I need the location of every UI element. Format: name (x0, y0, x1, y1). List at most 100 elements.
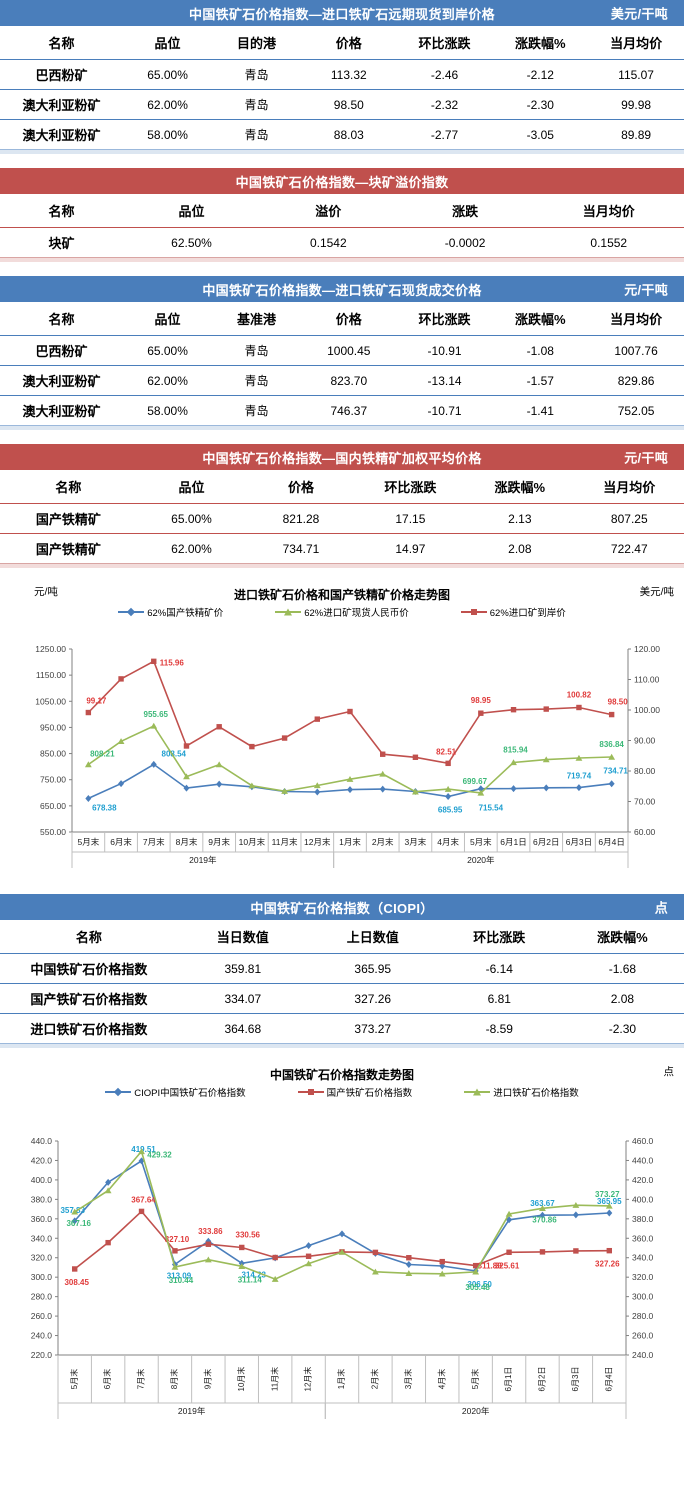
block-unit-label: 美元/干吨 (610, 6, 668, 22)
data-cell: 364.68 (177, 1013, 308, 1044)
data-point-label: 678.38 (92, 803, 117, 812)
data-point-marker (572, 1202, 580, 1208)
svg-text:300.0: 300.0 (31, 1272, 53, 1282)
svg-text:3月末: 3月末 (405, 837, 427, 847)
data-point-label: 308.45 (64, 1278, 89, 1287)
data-point-marker (204, 1256, 212, 1263)
svg-text:2019年: 2019年 (189, 855, 217, 865)
data-cell: 1007.76 (588, 335, 684, 366)
data-point-label: 808.54 (162, 749, 187, 758)
chart-plot-area: 550.00 650.00 750.00 850.00 950.00 1050.00 115… (35, 644, 660, 868)
legend-item[interactable]: 62%国产铁精矿价 (118, 605, 223, 619)
svg-text:100.00: 100.00 (634, 705, 660, 715)
data-point-label: 305.48 (465, 1283, 490, 1292)
legend-item[interactable]: 国产铁矿石价格指数 (297, 1085, 412, 1099)
data-cell: 823.70 (300, 365, 397, 396)
table-row: 中国铁矿石价格指数 359.81 365.95 -6.14 -1.68 (0, 953, 684, 984)
table-row: 进口铁矿石价格指数 364.68 373.27 -8.59 -2.30 (0, 1013, 684, 1044)
column-header: 环比涨跌 (396, 302, 493, 336)
data-point-label: 685.95 (438, 805, 463, 814)
column-header: 价格 (300, 26, 397, 60)
svg-text:650.00: 650.00 (40, 801, 66, 811)
svg-text:5月末: 5月末 (77, 837, 99, 847)
data-cell: 807.25 (574, 503, 684, 534)
data-point-label: 419.51 (131, 1145, 156, 1154)
data-point-marker (575, 754, 583, 761)
data-point-label: 370.86 (532, 1215, 557, 1224)
data-point-marker (205, 1237, 212, 1245)
data-point-marker (608, 711, 615, 718)
svg-text:340.0: 340.0 (31, 1233, 53, 1243)
data-point-marker (313, 782, 321, 789)
svg-text:2019年: 2019年 (178, 1406, 206, 1416)
svg-text:7月末: 7月末 (136, 1369, 146, 1389)
svg-text:380.0: 380.0 (632, 1214, 654, 1224)
data-cell: 青岛 (212, 395, 301, 426)
legend-swatch-triangle-icon (464, 1088, 491, 1096)
svg-text:6月3日: 6月3日 (566, 837, 592, 847)
block-unit-label: 点 (654, 900, 668, 916)
column-header: 环比涨跌 (437, 920, 561, 954)
table-row: 澳大利亚粉矿 62.00% 青岛 98.50 -2.32 -2.30 99.98 (0, 89, 684, 120)
data-point-marker (608, 753, 616, 760)
series-line (74, 1210, 610, 1270)
data-cell: 0.1552 (533, 227, 684, 258)
data-point-marker (372, 1268, 379, 1275)
svg-text:440.0: 440.0 (632, 1155, 654, 1165)
data-point-label: 836.84 (599, 740, 624, 749)
legend-swatch-square-icon (460, 609, 487, 615)
data-point-marker (510, 785, 517, 793)
svg-text:240.0: 240.0 (632, 1350, 654, 1360)
legend-item[interactable]: CIOPI中国铁矿石价格指数 (105, 1085, 246, 1099)
legend-item[interactable]: 62%进口矿现货人民币价 (275, 605, 409, 619)
table-header-row: 名称 品位 基准港 价格 环比涨跌 涨跌幅% 当月均价 (0, 302, 684, 336)
svg-text:2月末: 2月末 (370, 1369, 380, 1389)
svg-text:6月3日: 6月3日 (571, 1367, 580, 1392)
svg-text:10月末: 10月末 (236, 1367, 246, 1392)
svg-text:240.0: 240.0 (31, 1331, 53, 1341)
data-cell: 113.32 (300, 59, 397, 90)
row-name-cell: 国产铁精矿 (0, 503, 137, 534)
svg-text:6月1日: 6月1日 (500, 837, 526, 847)
data-cell: -2.12 (492, 59, 589, 90)
svg-text:420.0: 420.0 (31, 1155, 53, 1165)
table-row: 澳大利亚粉矿 58.00% 青岛 88.03 -2.77 -3.05 89.89 (0, 119, 684, 150)
data-cell: 青岛 (212, 59, 301, 90)
data-cell: 821.28 (246, 503, 356, 534)
table-header-row: 名称 品位 目的港 价格 环比涨跌 涨跌幅% 当月均价 (0, 26, 684, 60)
data-point-marker (183, 784, 190, 792)
table-row: 国产铁矿石价格指数 334.07 327.26 6.81 2.08 (0, 983, 684, 1014)
data-point-marker (543, 784, 550, 792)
data-point-marker (606, 1209, 613, 1217)
data-cell: 62.00% (123, 89, 213, 120)
data-point-marker (238, 1263, 246, 1270)
data-point-marker (445, 792, 452, 800)
svg-text:6月2日: 6月2日 (538, 1367, 547, 1392)
data-point-label: 313.09 (167, 1271, 192, 1280)
data-cell: 青岛 (212, 89, 301, 120)
data-cell: -6.14 (437, 953, 561, 984)
legend-item[interactable]: 62%进口矿到岸价 (460, 605, 566, 619)
data-point-marker (347, 708, 353, 715)
block-header-ciopi: 中国铁矿石价格指数（CIOPI） 点 (0, 894, 684, 920)
ciopi-table-container: 中国铁矿石价格指数（CIOPI）点名称 当日数值 上日数值 环比涨跌 涨跌幅% 中国铁矿石… (0, 894, 684, 1048)
table-header-row: 名称 品位 价格 环比涨跌 涨跌幅% 当月均价 (0, 470, 684, 504)
svg-text:2020年: 2020年 (467, 855, 495, 865)
svg-text:850.00: 850.00 (40, 749, 66, 759)
data-cell: 青岛 (212, 365, 301, 396)
data-cell: 89.89 (588, 119, 684, 150)
column-header: 品位 (123, 26, 213, 60)
data-point-marker (150, 760, 157, 768)
block-title: 中国铁矿石价格指数—进口铁矿石远期现货到岸价格 (189, 6, 495, 22)
data-point-marker (85, 794, 92, 802)
data-cell: 6.81 (437, 983, 561, 1014)
data-point-label: 363.67 (530, 1199, 555, 1208)
data-point-marker (539, 1211, 546, 1219)
svg-text:4月末: 4月末 (436, 1369, 446, 1389)
chart-plot-area: 220.0 240.0 260.0 280.0 300.0 320.0 340.0 360.0… (31, 1136, 654, 1419)
chart-title: 进口铁矿石价格和国产铁精矿价格走势图 (233, 588, 450, 602)
column-header: 价格 (246, 470, 356, 504)
legend-item[interactable]: 进口铁矿石价格指数 (464, 1085, 579, 1099)
svg-text:120.00: 120.00 (634, 644, 660, 654)
svg-text:1月末: 1月末 (336, 1369, 346, 1389)
